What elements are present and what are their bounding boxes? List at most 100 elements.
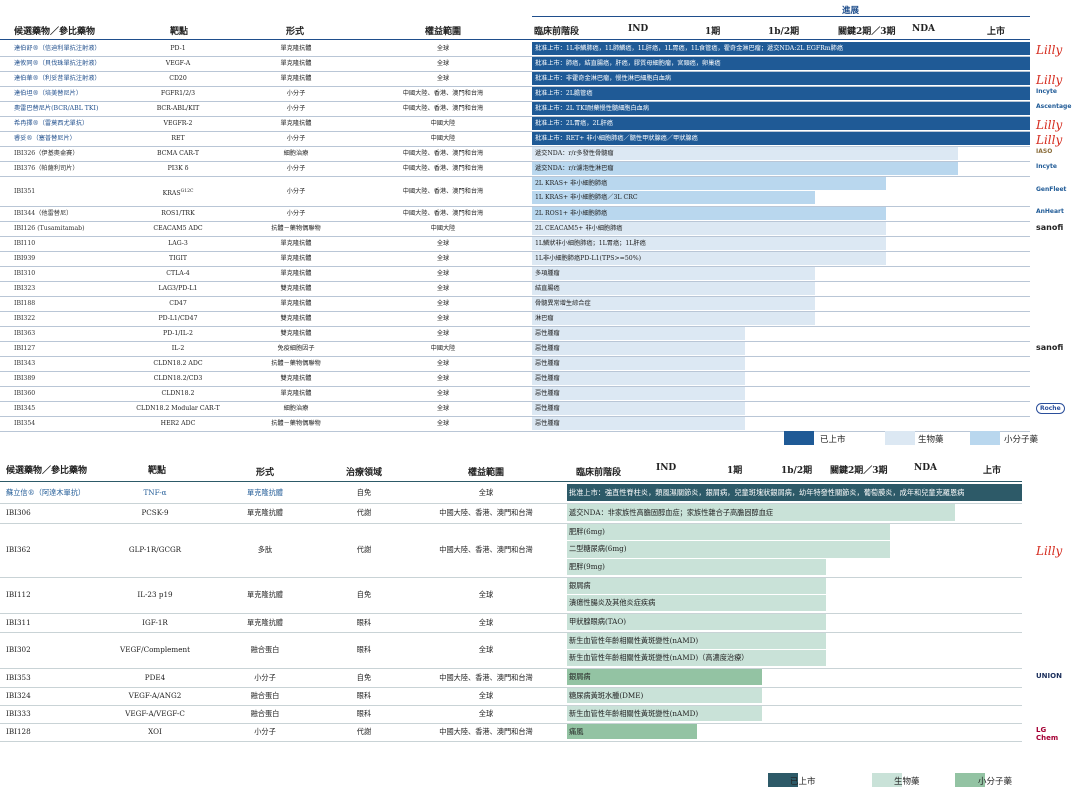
status-text: 批准上市：肺癌，結直腸癌，肝癌，膠質母細胞瘤，宮頸癌，卵巢癌 <box>535 60 721 67</box>
drug-name: 達伯華®（利妥昔單抗注射液） <box>14 75 101 82</box>
target-label: VEGF-A <box>165 60 191 67</box>
form-label: 小分子 <box>286 165 306 172</box>
status-text: 結直腸癌 <box>535 285 560 292</box>
target-label: TNF-α <box>143 488 167 497</box>
top-row: IBI354 HER2 ADC 抗體－藥物偶聯物 全球 惡性腫瘤 <box>0 416 1030 432</box>
header-pivotal: 關鍵2期／3期 <box>838 27 896 37</box>
progress-bar-small <box>532 162 958 175</box>
status-text: 二型糖尿病(6mg) <box>569 544 627 554</box>
target-label: VEGF-A/ANG2 <box>128 691 182 700</box>
header-phase1b2: 1b/2期 <box>768 27 800 37</box>
form-label: 免疫細胞因子 <box>277 345 315 352</box>
rights-label: 全球 <box>478 617 494 627</box>
drug-name: IBI311 <box>6 617 31 627</box>
partner-logo: UNION <box>1036 671 1062 680</box>
rights-label: 全球 <box>478 590 494 599</box>
rights-label: 全球 <box>478 645 494 654</box>
target-label: BCR-ABL/KIT <box>156 105 200 112</box>
bottom-row: IBI353 PDE4 小分子 自免 中國大陸、香港、澳門和台灣 銀屑病 UNION <box>0 668 1062 688</box>
top-row: IBI126 (Tusamitamab) CEACAM5 ADC 抗體－藥物偶聯物 中… <box>0 221 1063 237</box>
partner-logo: Lilly <box>1036 43 1063 57</box>
area-label: 自免 <box>356 672 372 682</box>
form-label: 單克隆抗體 <box>247 617 283 627</box>
top-row: IBI351 KRASG12C 小分子 中國大陸、香港、澳門和台灣 2L KRAS+ 非… <box>0 176 1066 207</box>
row-divider <box>0 356 1030 357</box>
row-divider <box>0 161 1030 162</box>
form-label: 雙克隆抗體 <box>280 330 312 337</box>
drug-name: IBI351 <box>14 187 36 195</box>
partner-logo: Lilly <box>1036 133 1063 147</box>
progress-bar-approved <box>567 484 1022 501</box>
progress-bar-small <box>532 177 886 190</box>
row-divider <box>0 326 1030 327</box>
drug-name: 睿妥®（塞普替尼片） <box>14 135 76 142</box>
b-header-ind: IND <box>656 463 677 473</box>
target-label: RET <box>171 135 185 142</box>
progress-bar-approved <box>532 102 1030 115</box>
drug-name: IBI310 <box>14 270 36 277</box>
top-row: 希冉擇®（雷莫西尤單抗） VEGFR-2 單克隆抗體 中國大陸 批准上市：2L胃癌，2L… <box>0 116 1062 132</box>
target-label: CLDN18.2 ADC <box>153 360 203 367</box>
b-legend-bio-label: 生物藥 <box>894 777 920 787</box>
rights-label: 中國大陸 <box>430 120 456 127</box>
form-label: 雙克隆抗體 <box>280 315 312 322</box>
progress-bar-bio <box>567 578 826 594</box>
status-text: 批准上市：2L胃癌，2L肝癌 <box>535 120 613 127</box>
progress-bar-small <box>567 724 697 739</box>
form-label: 單克隆抗體 <box>280 45 312 52</box>
area-label: 自免 <box>356 590 372 599</box>
form-label: 小分子 <box>286 187 306 195</box>
bottom-row: IBI112 IL-23 p19 單克隆抗體 自免 全球 銀屑病 潰瘍性腸炎及其他炎症疾病 <box>0 577 1030 614</box>
form-label: 單克隆抗體 <box>280 75 312 82</box>
drug-name: IBI128 <box>6 727 31 736</box>
rights-label: 中國大陸、香港、澳門和台灣 <box>402 210 484 217</box>
top-row: 達伯舒®（信迪利單抗注射液） PD-1 單克隆抗體 全球 批准上市：1L非鱗肺癌，1L肺… <box>0 41 1062 57</box>
row-divider <box>0 116 1030 117</box>
legend-approved-swatch <box>784 431 814 445</box>
rights-label: 中國大陸、香港、澳門和台灣 <box>439 727 533 736</box>
b-header-phase1b2: 1b/2期 <box>781 466 813 476</box>
target-label: CD47 <box>169 300 187 307</box>
top-row: IBI939 TIGIT 單克隆抗體 全球 1L非小細胞肺癌PD-L1(TPS>=50%… <box>0 251 1030 267</box>
progress-bar-bio <box>532 147 958 160</box>
status-text: 多項腫瘤 <box>535 270 560 277</box>
row-divider <box>0 401 1030 402</box>
target-label: TIGIT <box>168 255 188 262</box>
form-label: 單克隆抗體 <box>280 390 312 397</box>
b-header-nda: NDA <box>914 463 938 473</box>
progress-bar-approved <box>532 117 1030 130</box>
status-text: 糖尿病黃斑水腫(DME) <box>569 691 644 700</box>
bottom-row: IBI311 IGF-1R 單克隆抗體 眼科 全球 甲狀腺眼病(TAO) <box>0 613 1030 633</box>
drug-name: IBI127 <box>14 345 36 352</box>
form-label: 小分子 <box>286 135 306 142</box>
rights-label: 全球 <box>478 709 494 718</box>
form-label: 融合蛋白 <box>250 645 280 654</box>
progress-bar-bio <box>567 558 826 575</box>
area-label: 代謝 <box>356 508 372 517</box>
row-divider <box>0 416 1030 417</box>
row-divider <box>0 236 1030 237</box>
status-text: 新生血管性年齡相關性黃斑變性(nAMD) <box>569 636 699 645</box>
row-divider <box>0 176 1030 177</box>
rights-label: 全球 <box>436 390 450 397</box>
progress-divider <box>532 16 1030 17</box>
form-label: 小分子 <box>286 105 306 112</box>
target-label: VEGF-A/VEGF-C <box>125 709 185 718</box>
top-row: IBI322 PD-L1/CD47 雙克隆抗體 全球 淋巴瘤 <box>0 311 1030 327</box>
rights-label: 中國大陸 <box>430 345 456 352</box>
partner-logo: GenFleet <box>1036 185 1067 193</box>
target-label: PD-L1/CD47 <box>158 315 198 322</box>
rights-label: 中國大陸、香港、澳門和台灣 <box>402 187 484 195</box>
row-divider <box>0 311 1030 312</box>
b-legend-small-label: 小分子藥 <box>978 777 1013 787</box>
top-header-rule <box>0 39 1030 40</box>
status-text: 肥胖(9mg) <box>569 561 605 571</box>
status-text: 骨髓異常增生綜合症 <box>535 300 591 307</box>
legend-small-swatch <box>970 431 1000 445</box>
progress-bar-bio <box>532 252 886 265</box>
b-header-pivotal: 關鍵2期／3期 <box>830 466 888 476</box>
rights-label: 全球 <box>436 45 450 52</box>
row-divider <box>0 281 1030 282</box>
bottom-row: IBI362 GLP-1R/GCGR 多肽 代謝 中國大陸、香港、澳門和台灣 肥胖(6mg… <box>0 523 1062 578</box>
status-text: 批准上市：非霍奇金淋巴瘤，慢性淋巴細胞白血病 <box>535 75 672 82</box>
